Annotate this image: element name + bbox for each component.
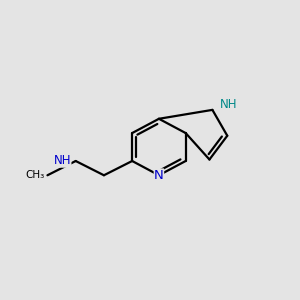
Text: CH₃: CH₃ bbox=[25, 170, 44, 180]
Text: N: N bbox=[154, 169, 164, 182]
Text: NH: NH bbox=[54, 154, 71, 167]
Text: NH: NH bbox=[220, 98, 237, 111]
